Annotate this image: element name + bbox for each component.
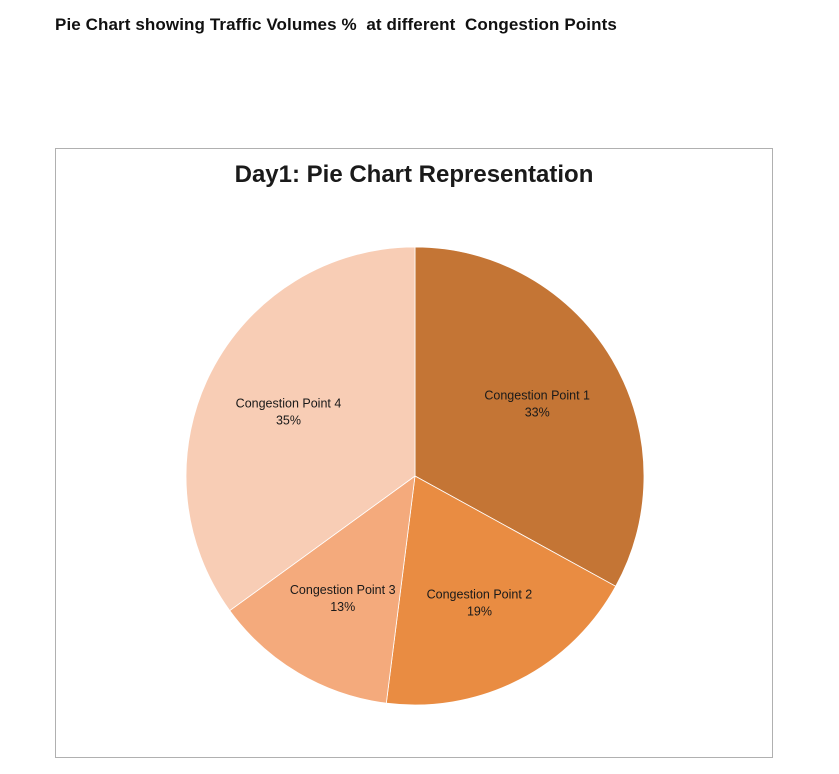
slice-percent-2: 19% <box>467 605 492 619</box>
slice-label-2: Congestion Point 2 <box>427 588 533 602</box>
pie-slice-1 <box>414 246 645 587</box>
pie-slice-3 <box>229 475 416 704</box>
pie-slice-4 <box>185 246 416 612</box>
slice-percent-3: 13% <box>330 600 355 614</box>
pie-chart: Congestion Point 1 33% Congestion Point 2 1… <box>185 246 645 706</box>
slice-percent-1: 33% <box>525 406 550 420</box>
slice-percent-4: 35% <box>276 414 301 428</box>
pie-slice-2 <box>385 475 617 706</box>
slice-label-1: Congestion Point 1 <box>484 389 590 403</box>
page-heading: Pie Chart showing Traffic Volumes % at d… <box>55 15 617 34</box>
slice-label-4: Congestion Point 4 <box>236 397 342 411</box>
chart-title: Day1: Pie Chart Representation <box>234 161 594 188</box>
slice-label-3: Congestion Point 3 <box>290 583 396 597</box>
pie-slices <box>185 246 645 706</box>
chart-container: Day1: Pie Chart Representation Congestio… <box>55 148 773 758</box>
pie-labels: Congestion Point 1 33% Congestion Point 2 1… <box>236 389 590 619</box>
